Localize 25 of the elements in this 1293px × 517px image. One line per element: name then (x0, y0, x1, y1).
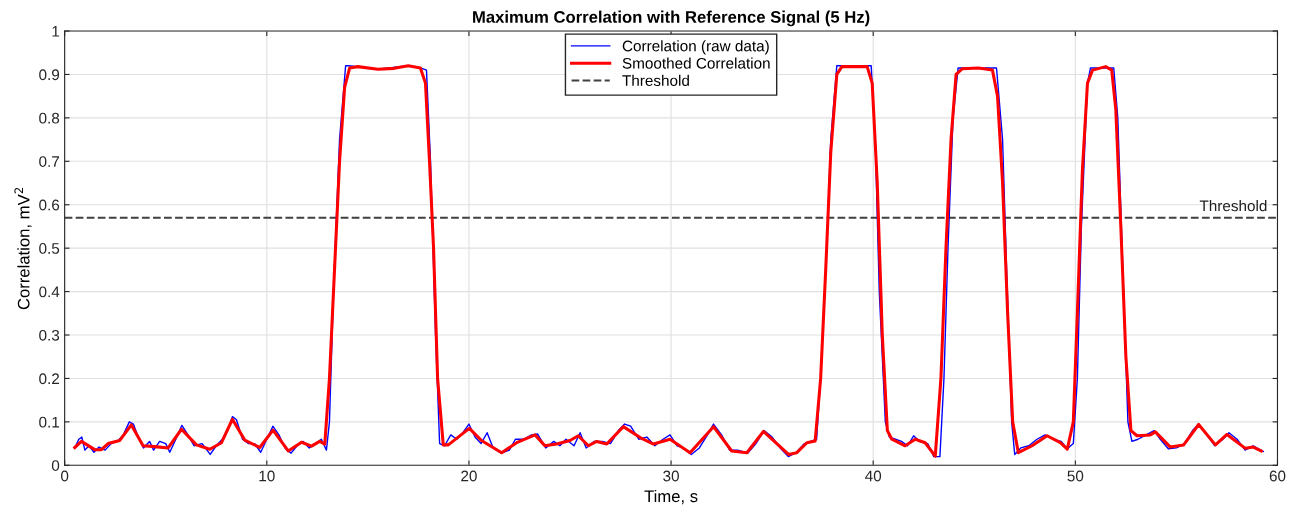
x-tick-label: 50 (1067, 470, 1084, 482)
x-tick-label: 30 (663, 470, 679, 482)
x-tick-label: 0 (61, 470, 69, 482)
y-tick-label: 0.7 (39, 156, 60, 167)
text: Threshold (622, 74, 689, 86)
y-tick-label: 0.6 (39, 199, 60, 211)
y-tick-label: 0.8 (39, 112, 60, 124)
legend-label: Smoothed Correlation (622, 57, 770, 69)
x-tick-label: 20 (461, 470, 477, 482)
y-tick-label: 0.2 (39, 373, 60, 385)
y-tick-label: 0.4 (39, 286, 60, 298)
y-tick-label: 0.1 (39, 416, 60, 428)
y-tick-label: 1 (52, 26, 60, 37)
legend-label: Correlation (raw data) (622, 40, 769, 55)
y-tick-label: 0 (51, 460, 60, 471)
x-tick-label: 10 (259, 470, 275, 482)
y-tick-label: 0.9 (39, 69, 60, 81)
y-axis-title: Correlation, mV$^{2}$ (14, 187, 32, 310)
chart-title: Maximum Correlation with Reference Signal (5 Hz) (473, 10, 870, 27)
x-tick-label: 60 (1269, 470, 1286, 482)
y-tick-label: 0.3 (39, 329, 60, 341)
x-tick-label: 40 (865, 470, 882, 482)
y-tick-label: 0.5 (39, 243, 60, 254)
ref-line-label: Threshold (1199, 200, 1267, 212)
x-axis-title: Time, s (644, 489, 698, 505)
